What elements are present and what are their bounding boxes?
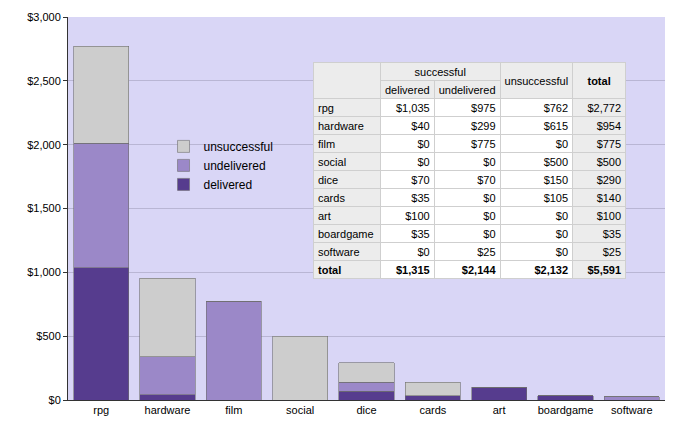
html-text:$500: $500 (543, 155, 569, 168)
html-text:successful: successful (414, 65, 466, 78)
svg-text:$500: $500 (36, 330, 60, 342)
svg-text:rpg: rpg (93, 404, 109, 416)
svg-text:$0: $0 (49, 394, 61, 406)
html-text:$2,772: $2,772 (587, 101, 622, 114)
html-text:$0: $0 (483, 191, 496, 204)
html-text:$70: $70 (477, 173, 496, 186)
html-text:$0: $0 (555, 209, 569, 222)
html-text:$5,591: $5,591 (587, 263, 622, 276)
html-text:$35: $35 (411, 227, 430, 240)
html-text:$0: $0 (555, 245, 569, 258)
html-text:$105: $105 (543, 191, 569, 204)
svg-text:unsuccessful: unsuccessful (204, 140, 273, 154)
html-text:$0: $0 (555, 137, 569, 150)
html-text:undelivered: undelivered (438, 83, 496, 96)
html-text:total: total (587, 74, 611, 87)
html-text:hardware: hardware (318, 119, 364, 132)
html-text:$0: $0 (483, 227, 496, 240)
html-text:$0: $0 (417, 245, 430, 258)
svg-text:$2,000: $2,000 (27, 139, 61, 151)
html-text:$775: $775 (596, 137, 622, 150)
html-text:$615: $615 (543, 119, 569, 132)
html-text:unsuccessful: unsuccessful (504, 74, 569, 87)
html-text:boardgame: boardgame (318, 227, 374, 240)
html-text:$150: $150 (543, 173, 569, 186)
html-text:software: software (318, 245, 360, 258)
html-text:$954: $954 (596, 119, 622, 132)
svg-text:undelivered: undelivered (204, 159, 266, 173)
html-text:$35: $35 (602, 227, 622, 240)
svg-text:cards: cards (419, 404, 446, 416)
html-text:$40: $40 (411, 119, 430, 132)
svg-text:delivered: delivered (204, 178, 253, 192)
html-text:$25: $25 (602, 245, 622, 258)
html-text:$25: $25 (477, 245, 496, 258)
html-text:$500: $500 (596, 155, 622, 168)
html-text:$35: $35 (411, 191, 430, 204)
html-text:$2,132: $2,132 (534, 263, 569, 276)
html-text:$70: $70 (411, 173, 430, 186)
html-text:$100: $100 (405, 209, 430, 222)
html-text:$290: $290 (596, 173, 622, 186)
svg-text:software: software (611, 404, 653, 416)
svg-text:social: social (286, 404, 314, 416)
svg-text:boardgame: boardgame (538, 404, 594, 416)
html-text:$0: $0 (483, 155, 496, 168)
html-text:film: film (318, 137, 336, 150)
html-text:total: total (318, 263, 342, 276)
html-text:$775: $775 (471, 137, 496, 150)
svg-text:$1,500: $1,500 (27, 202, 61, 214)
html-text:$1,035: $1,035 (396, 101, 430, 114)
html-text:$0: $0 (417, 155, 430, 168)
html-text:dice: dice (318, 173, 339, 186)
html-text:$0: $0 (417, 137, 430, 150)
svg-text:$1,000: $1,000 (27, 266, 61, 278)
html-text:$762: $762 (543, 101, 569, 114)
svg-text:$3,000: $3,000 (27, 11, 61, 23)
svg-text:$2,500: $2,500 (27, 75, 61, 87)
html-text:cards: cards (318, 191, 345, 204)
html-text:delivered: delivered (385, 83, 430, 96)
svg-text:dice: dice (356, 404, 376, 416)
html-text:$100: $100 (596, 209, 622, 222)
html-text:social: social (318, 155, 347, 168)
html-text:$1,315: $1,315 (396, 263, 430, 276)
html-text:$2,144: $2,144 (461, 263, 496, 276)
html-text:rpg: rpg (318, 101, 334, 114)
html-text:$0: $0 (555, 227, 569, 240)
svg-text:hardware: hardware (145, 404, 191, 416)
html-text:$140: $140 (596, 191, 622, 204)
html-text:$0: $0 (483, 209, 496, 222)
svg-text:art: art (493, 404, 506, 416)
html-text:art: art (318, 209, 331, 222)
html-text:$975: $975 (471, 101, 496, 114)
svg-text:film: film (225, 404, 242, 416)
html-text:$299: $299 (471, 119, 496, 132)
